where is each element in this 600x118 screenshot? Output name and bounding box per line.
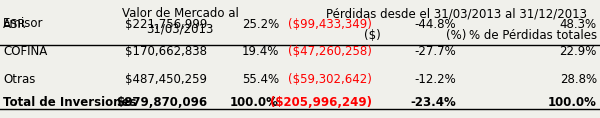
Text: 100.0%: 100.0% <box>230 96 279 109</box>
Text: ($47,260,258): ($47,260,258) <box>288 45 372 58</box>
Text: 22.9%: 22.9% <box>560 45 597 58</box>
Text: 19.4%: 19.4% <box>242 45 279 58</box>
Text: 28.8%: 28.8% <box>560 73 597 86</box>
Text: % de Pérdidas totales: % de Pérdidas totales <box>469 29 597 42</box>
Text: ($205,996,249): ($205,996,249) <box>270 96 372 109</box>
Text: COFINA: COFINA <box>3 45 47 58</box>
Text: $221,756,999: $221,756,999 <box>125 18 207 31</box>
Text: ASR: ASR <box>3 18 26 31</box>
Text: 100.0%: 100.0% <box>548 96 597 109</box>
Text: -27.7%: -27.7% <box>414 45 456 58</box>
Text: (%): (%) <box>446 29 466 42</box>
Text: 25.2%: 25.2% <box>242 18 279 31</box>
Text: $170,662,838: $170,662,838 <box>125 45 207 58</box>
Text: -23.4%: -23.4% <box>410 96 456 109</box>
Text: Emisor: Emisor <box>3 17 44 30</box>
Text: Otras: Otras <box>3 73 35 86</box>
Text: Valor de Mercado al
31/03/2013: Valor de Mercado al 31/03/2013 <box>122 7 238 35</box>
Text: 55.4%: 55.4% <box>242 73 279 86</box>
Text: ($99,433,349): ($99,433,349) <box>288 18 372 31</box>
Text: $487,450,259: $487,450,259 <box>125 73 207 86</box>
Text: -12.2%: -12.2% <box>414 73 456 86</box>
Text: ($): ($) <box>364 29 380 42</box>
Text: ($59,302,642): ($59,302,642) <box>288 73 372 86</box>
Text: -44.8%: -44.8% <box>415 18 456 31</box>
Text: Pérdidas desde el 31/03/2013 al 31/12/2013: Pérdidas desde el 31/03/2013 al 31/12/20… <box>325 8 587 21</box>
Text: Total de Inversiones: Total de Inversiones <box>3 96 137 109</box>
Text: 48.3%: 48.3% <box>560 18 597 31</box>
Text: $879,870,096: $879,870,096 <box>116 96 207 109</box>
